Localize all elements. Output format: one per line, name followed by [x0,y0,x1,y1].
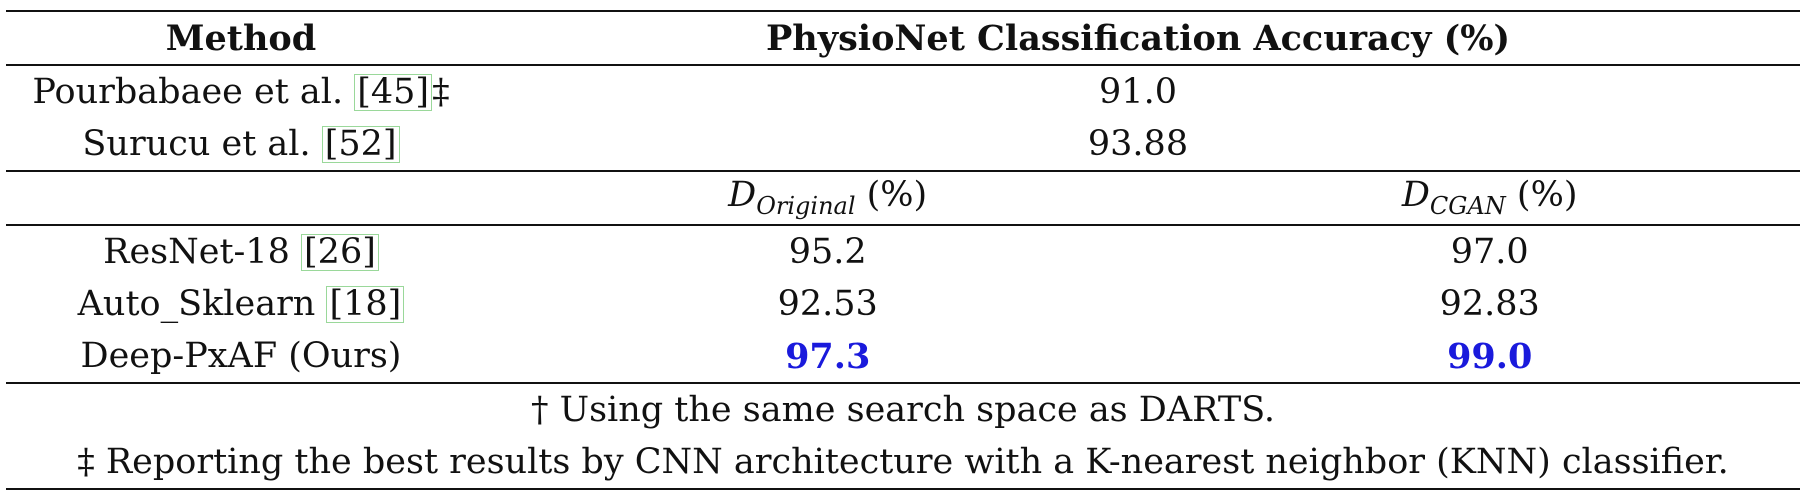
dataset-subscript: CGAN [1429,192,1506,220]
cgan-value: 92.83 [1439,283,1540,324]
dataset-symbol: D [728,175,757,215]
table-row: Surucu et al. [52] 93.88 [6,118,1800,171]
footnote-dagger: † Using the same search space as DARTS. [6,382,1800,436]
table-row: Deep-PxAF (Ours) 97.3 99.0 [6,330,1800,383]
header-accuracy: PhysioNet Classification Accuracy (%) [476,10,1800,65]
dataset-symbol: D [1401,175,1430,215]
method-cell: ResNet-18 [26] [6,224,476,278]
unit-label: (%) [855,175,928,215]
unit-label: (%) [1505,175,1578,215]
dataset-subscript: Original [756,192,856,220]
method-cell: Auto_Sklearn [18] [6,278,476,330]
method-name: ResNet-18 [103,231,302,272]
table-header-row: Method PhysioNet Classification Accuracy… [6,10,1800,65]
method-name: Auto_Sklearn [77,283,327,324]
best-original-value: 97.3 [785,335,871,377]
footnote-row: † Using the same search space as DARTS. [6,382,1800,436]
table-row: Pourbabaee et al. [45]‡ 91.0 [6,64,1800,118]
method-cell: Pourbabaee et al. [45]‡ [6,64,476,118]
method-cell: Surucu et al. [52] [6,118,476,171]
footnote-mark: ‡ [432,71,450,112]
subheader-empty [6,170,476,225]
original-value: 95.2 [476,224,1180,278]
table-row: Auto_Sklearn [18] 92.53 92.83 [6,278,1800,330]
citation-link[interactable]: [26] [301,233,379,271]
accuracy-value: 93.88 [1087,123,1189,164]
subheader-original: DOriginal (%) [476,170,1180,225]
footnote-row: ‡ Reporting the best results by CNN arch… [6,436,1800,490]
header-method: Method [6,10,476,65]
citation-link[interactable]: [45] [354,73,433,111]
cgan-value: 97.0 [1179,224,1800,278]
method-cell: Deep-PxAF (Ours) [6,330,476,383]
results-table: Method PhysioNet Classification Accuracy… [6,10,1800,490]
original-value: 92.53 [777,283,878,324]
subheader-cgan: DCGAN (%) [1179,170,1800,225]
citation-link[interactable]: [52] [321,125,400,163]
subheader-row: DOriginal (%) DCGAN (%) [6,170,1800,225]
accuracy-value: 91.0 [476,64,1800,118]
footnote-double-dagger: ‡ Reporting the best results by CNN arch… [6,436,1800,490]
table-row: ResNet-18 [26] 95.2 97.0 [6,224,1800,278]
citation-link[interactable]: [18] [326,285,405,323]
best-cgan-value: 99.0 [1447,335,1533,377]
method-name: Pourbabaee et al. [32,71,355,112]
method-name: Deep-PxAF (Ours) [80,335,402,376]
method-name: Surucu et al. [82,123,322,164]
